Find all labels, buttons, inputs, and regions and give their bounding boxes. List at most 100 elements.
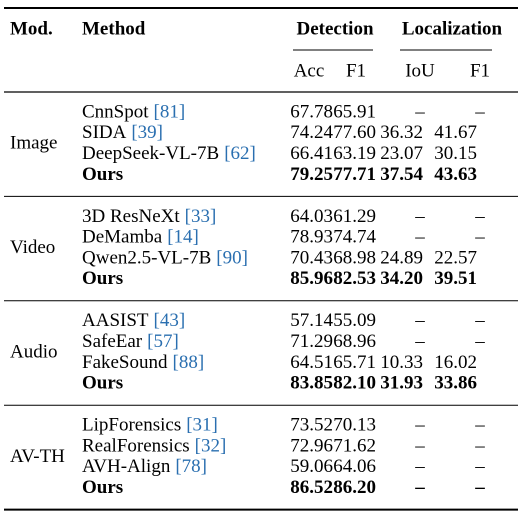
method: 3D ResNeXt	[82, 206, 180, 227]
cell-value: 31.93	[380, 373, 423, 394]
cell-value: 55.09	[333, 310, 376, 331]
cell-value: 22.57	[434, 247, 477, 268]
cell-value: 77.71	[333, 164, 376, 185]
cell-value: 43.63	[434, 164, 477, 185]
cell-value: –	[414, 227, 425, 248]
modality: AV-TH	[10, 446, 65, 467]
method: DeMamba	[82, 227, 163, 248]
cell-value: –	[414, 206, 425, 227]
header-method: Method	[82, 18, 146, 39]
cell-value: 78.93	[290, 227, 333, 248]
cell-value: 59.06	[290, 456, 333, 477]
cell-value: 37.54	[380, 164, 423, 185]
cell-value: 24.89	[380, 247, 423, 268]
header-mod: Mod.	[10, 18, 53, 39]
cell-value: 65.71	[333, 352, 376, 373]
method: AASIST	[82, 310, 149, 331]
method: Qwen2.5-VL-7B	[82, 247, 211, 268]
method: Ours	[82, 373, 123, 394]
cell-value: –	[474, 477, 485, 498]
cell-value: 16.02	[434, 352, 477, 373]
cell-value: 72.96	[290, 435, 333, 456]
method: SafeEar	[82, 331, 143, 352]
cell-value: –	[414, 477, 425, 498]
cell-value: –	[474, 456, 485, 477]
cell-value: 82.53	[333, 268, 376, 289]
citation: [31]	[186, 415, 218, 436]
method: Ours	[82, 164, 123, 185]
modality: Video	[10, 237, 55, 258]
modality: Image	[10, 133, 57, 154]
citation: [14]	[167, 227, 199, 248]
cell-value: 34.20	[380, 268, 423, 289]
cell-value: 74.24	[290, 122, 333, 143]
cell-value: 73.52	[290, 415, 333, 436]
cell-value: 70.13	[333, 415, 376, 436]
cell-value: –	[474, 331, 485, 352]
cell-value: –	[474, 227, 485, 248]
cell-value: –	[474, 415, 485, 436]
cell-value: 64.06	[333, 456, 376, 477]
citation: [62]	[224, 143, 256, 164]
cell-value: –	[414, 331, 425, 352]
citation: [43]	[154, 310, 186, 331]
cell-value: 33.86	[434, 373, 477, 394]
cell-value: –	[414, 415, 425, 436]
cell-value: –	[414, 101, 425, 122]
cell-value: 64.51	[290, 352, 333, 373]
cell-value: 79.25	[290, 164, 333, 185]
cell-value: 85.96	[290, 268, 333, 289]
subheader: F1	[470, 60, 490, 81]
cell-value: 64.03	[290, 206, 333, 227]
cell-value: 68.98	[333, 247, 376, 268]
citation: [78]	[175, 456, 207, 477]
cell-value: 30.15	[434, 143, 477, 164]
cell-value: 67.78	[290, 101, 333, 122]
cell-value: –	[414, 310, 425, 331]
citation: [32]	[195, 435, 227, 456]
citation: [39]	[131, 122, 163, 143]
method: FakeSound	[82, 352, 168, 373]
cell-value: 10.33	[380, 352, 423, 373]
method: LipForensics	[82, 415, 181, 436]
method: RealForensics	[82, 435, 190, 456]
method: Ours	[82, 477, 123, 498]
method: DeepSeek-VL-7B	[82, 143, 219, 164]
cell-value: –	[414, 435, 425, 456]
citation: [33]	[185, 206, 217, 227]
cell-value: 65.91	[333, 101, 376, 122]
method: Ours	[82, 268, 123, 289]
cell-value: 57.14	[290, 310, 333, 331]
cell-value: 86.52	[290, 477, 333, 498]
subheader: IoU	[405, 60, 435, 81]
cell-value: 68.96	[333, 331, 376, 352]
cell-value: 70.43	[290, 247, 333, 268]
cell-value: –	[474, 310, 485, 331]
citation: [81]	[154, 101, 186, 122]
cell-value: 86.20	[333, 477, 376, 498]
cell-value: 77.60	[333, 122, 376, 143]
cell-value: 71.29	[290, 331, 333, 352]
header-localization: Localization	[402, 18, 503, 39]
cell-value: 36.32	[380, 122, 423, 143]
cell-value: –	[474, 101, 485, 122]
subheader: F1	[346, 60, 366, 81]
citation: [88]	[173, 352, 205, 373]
cell-value: –	[474, 206, 485, 227]
cell-value: 71.62	[333, 435, 376, 456]
method: SIDA	[82, 122, 127, 143]
cell-value: 61.29	[333, 206, 376, 227]
subheader: Acc	[294, 60, 325, 81]
cell-value: –	[474, 435, 485, 456]
cell-value: 66.41	[290, 143, 333, 164]
header-detection: Detection	[296, 18, 373, 39]
citation: [57]	[147, 331, 179, 352]
cell-value: 39.51	[434, 268, 477, 289]
method: AVH-Align	[82, 456, 171, 477]
modality: Audio	[10, 341, 58, 362]
cell-value: 82.10	[333, 373, 376, 394]
cell-value: 23.07	[380, 143, 423, 164]
cell-value: 74.74	[333, 227, 376, 248]
cell-value: 83.85	[290, 373, 333, 394]
